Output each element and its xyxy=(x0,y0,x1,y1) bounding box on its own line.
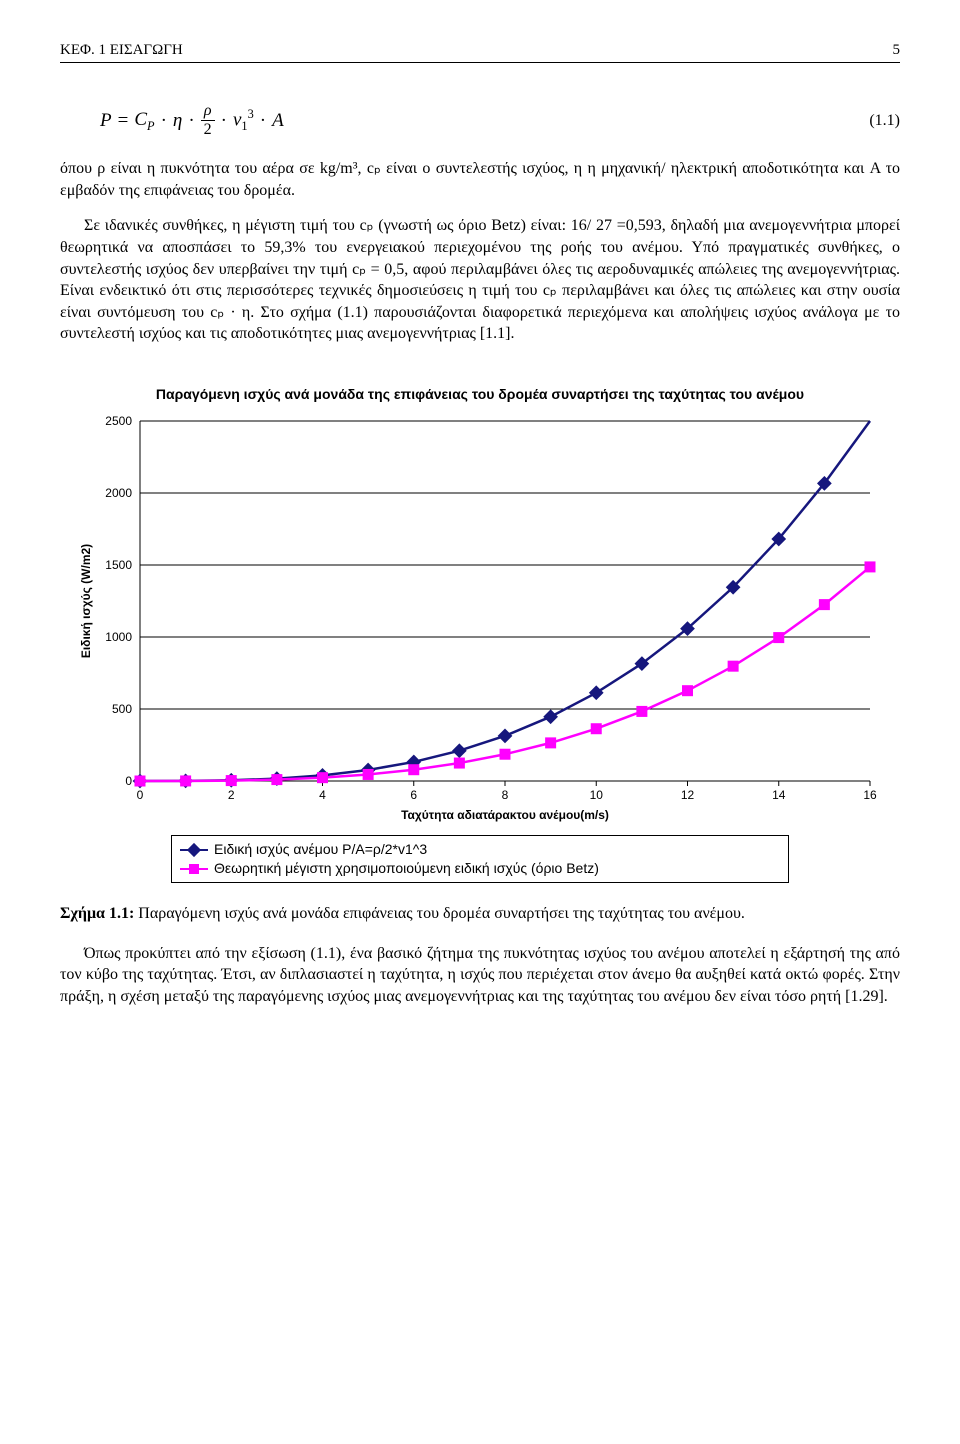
eq-fraction: ρ 2 xyxy=(201,103,215,138)
svg-text:500: 500 xyxy=(112,702,132,716)
chart-title: Παραγόμενη ισχύς ανά μονάδα της επιφάνει… xyxy=(60,385,900,403)
diamond-icon xyxy=(180,849,208,851)
svg-text:4: 4 xyxy=(319,788,326,802)
paragraph-2: Σε ιδανικές συνθήκες, η μέγιστη τιμή του… xyxy=(60,215,900,345)
caption-label: Σχήμα 1.1: xyxy=(60,905,134,922)
paragraph-3: Όπως προκύπτει από την εξίσωση (1.1), έν… xyxy=(60,943,900,1008)
equation-body: P = CP · η · ρ 2 · v13 · A xyxy=(100,103,284,138)
svg-text:Ταχύτητα αδιατάρακτου ανέμου(m: Ταχύτητα αδιατάρακτου ανέμου(m/s) xyxy=(401,808,609,822)
svg-text:14: 14 xyxy=(772,788,786,802)
svg-text:0: 0 xyxy=(137,788,144,802)
svg-text:16: 16 xyxy=(863,788,877,802)
eq-cp: CP xyxy=(134,107,154,134)
caption-text: Παραγόμενη ισχύς ανά μονάδα επιφάνειας τ… xyxy=(134,905,745,922)
svg-text:Ειδική ισχύς (W/m2): Ειδική ισχύς (W/m2) xyxy=(79,544,93,658)
power-chart: 0 500 1000 1500 2000 2500 0 2 4 6 8 10 12 14 16 Ταχύτητ… xyxy=(70,411,890,831)
svg-text:2: 2 xyxy=(228,788,235,802)
chart-container: Παραγόμενη ισχύς ανά μονάδα της επιφάνει… xyxy=(60,385,900,883)
header-page-number: 5 xyxy=(893,40,901,60)
svg-text:10: 10 xyxy=(590,788,604,802)
legend-item-betz: Θεωρητική μέγιστη χρησιμοποιούμενη ειδικ… xyxy=(180,859,780,878)
svg-text:1500: 1500 xyxy=(105,558,132,572)
svg-text:6: 6 xyxy=(410,788,417,802)
equation-1-1: P = CP · η · ρ 2 · v13 · A (1.1) xyxy=(100,103,900,138)
eq-v: v13 xyxy=(233,106,254,135)
page-header: ΚΕΦ. 1 ΕΙΣΑΓΩΓΗ 5 xyxy=(60,40,900,63)
legend-label-betz: Θεωρητική μέγιστη χρησιμοποιούμενη ειδικ… xyxy=(214,859,599,878)
svg-text:2000: 2000 xyxy=(105,486,132,500)
chart-legend: Ειδική ισχύς ανέμου P/A=ρ/2*v1^3 Θεωρητι… xyxy=(171,835,789,883)
eq-eq: = xyxy=(118,108,129,134)
square-icon xyxy=(180,868,208,870)
equation-number: (1.1) xyxy=(869,110,900,132)
legend-item-wind: Ειδική ισχύς ανέμου P/A=ρ/2*v1^3 xyxy=(180,840,780,859)
svg-text:0: 0 xyxy=(125,774,132,788)
paragraph-1: όπου ρ είναι η πυκνότητα του αέρα σε kg/… xyxy=(60,158,900,201)
svg-text:12: 12 xyxy=(681,788,695,802)
svg-text:2500: 2500 xyxy=(105,414,132,428)
svg-text:1000: 1000 xyxy=(105,630,132,644)
header-chapter: ΚΕΦ. 1 ΕΙΣΑΓΩΓΗ xyxy=(60,40,183,60)
figure-caption: Σχήμα 1.1: Παραγόμενη ισχύς ανά μονάδα ε… xyxy=(60,903,900,925)
eq-A: A xyxy=(272,108,284,134)
eq-lhs: P xyxy=(100,108,112,134)
eq-eta: η xyxy=(173,108,182,134)
svg-text:8: 8 xyxy=(502,788,509,802)
legend-label-wind: Ειδική ισχύς ανέμου P/A=ρ/2*v1^3 xyxy=(214,840,427,859)
